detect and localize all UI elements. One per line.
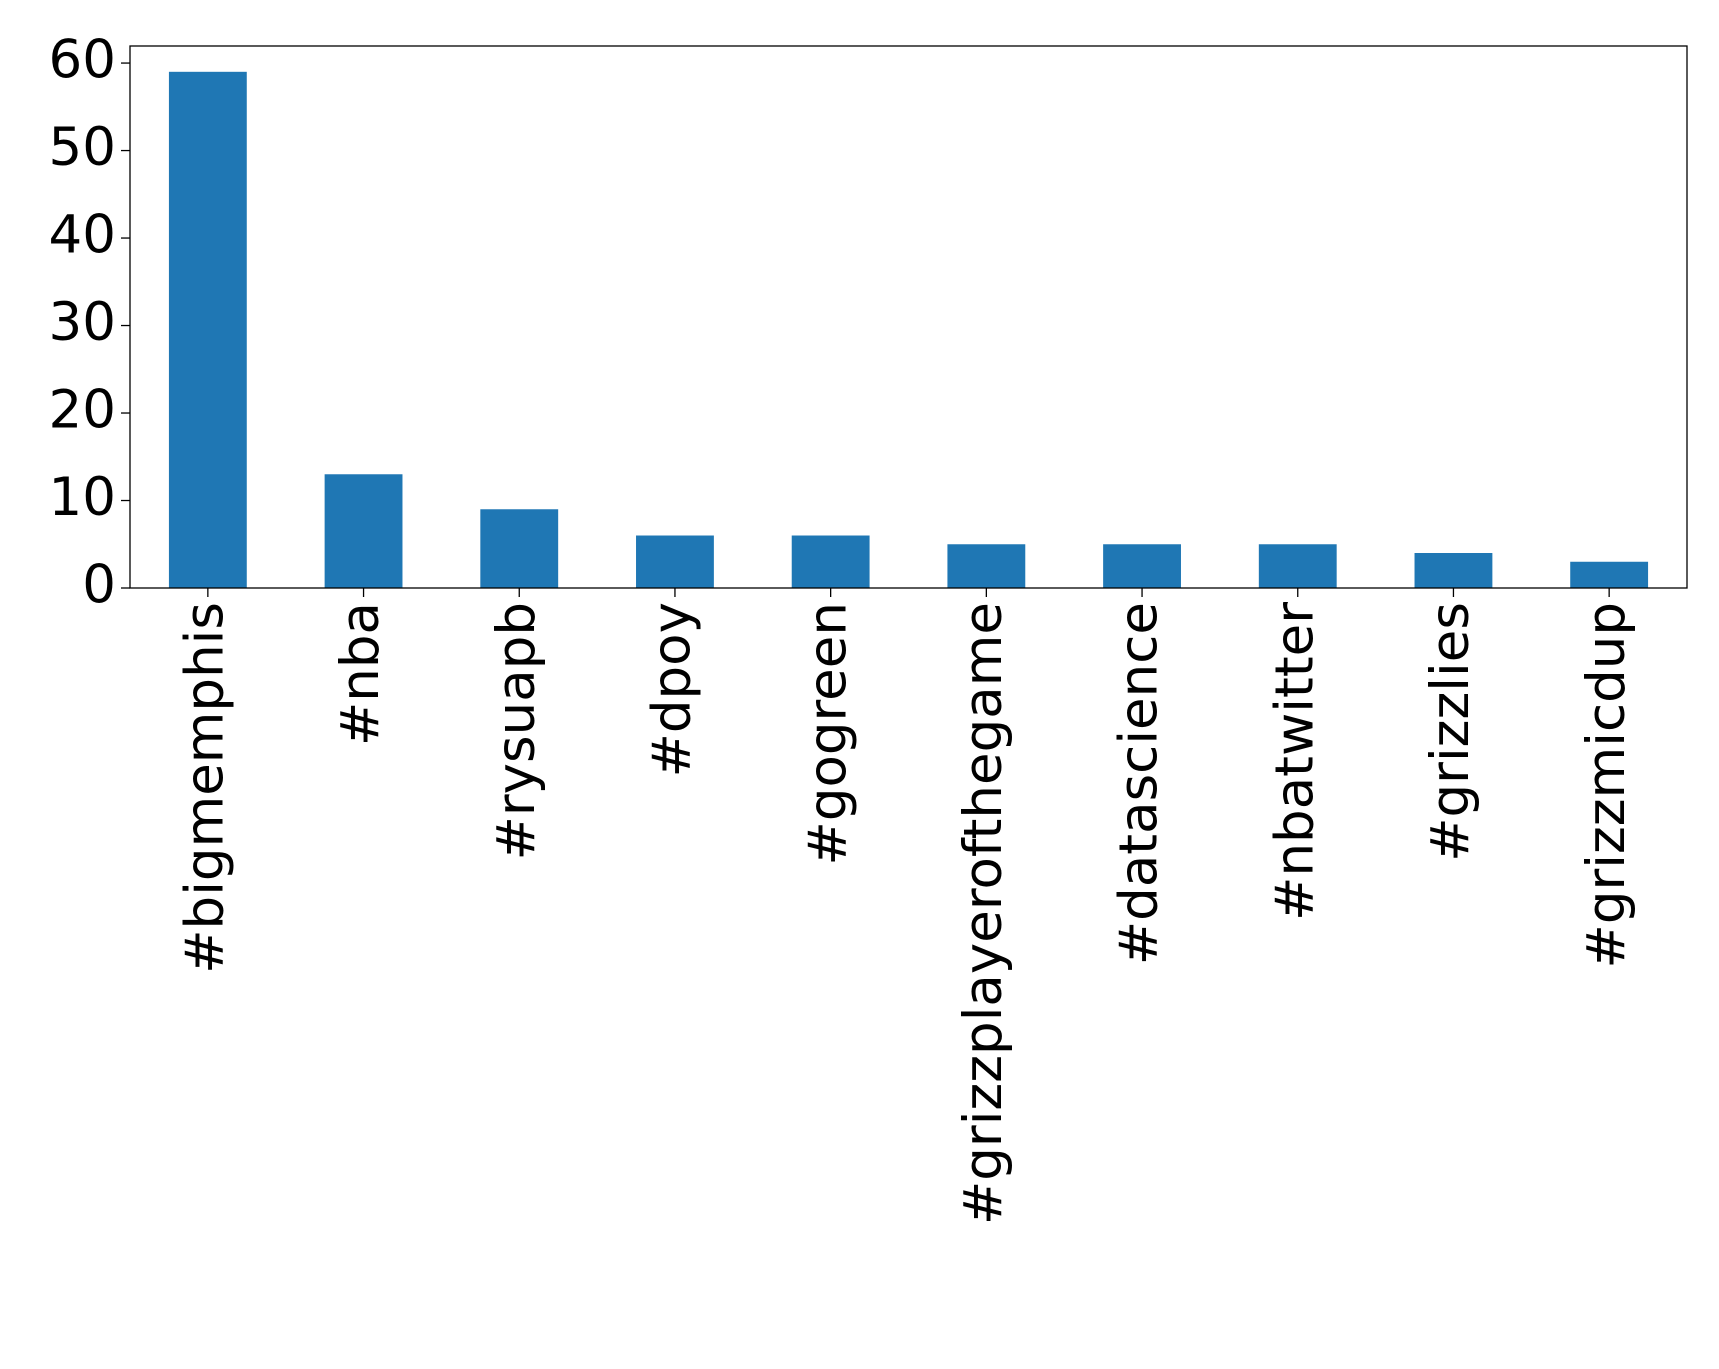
bar xyxy=(791,535,870,588)
bar xyxy=(947,544,1026,588)
plot-frame xyxy=(129,45,1688,589)
x-tick-label: #nba xyxy=(330,602,391,746)
x-tick-label: #grizzplayerofthegame xyxy=(953,602,1014,1225)
x-tick-label: #datascience xyxy=(1109,602,1170,965)
bar xyxy=(168,71,247,589)
x-tick-label: #grizzmicdup xyxy=(1576,602,1637,969)
bar xyxy=(324,474,403,588)
bar xyxy=(1414,553,1493,588)
x-tick-label: #grizzlies xyxy=(1420,602,1481,862)
x-tick-label: #rysuapb xyxy=(486,602,547,861)
bar xyxy=(1570,561,1649,588)
bar xyxy=(636,535,714,588)
bar xyxy=(480,509,559,588)
x-tick-label: #dpoy xyxy=(642,602,703,778)
y-tick-label: 20 xyxy=(49,380,116,441)
y-tick-label: 30 xyxy=(49,292,116,353)
y-tick-label: 0 xyxy=(82,555,116,616)
bar xyxy=(1258,544,1337,588)
y-tick-label: 10 xyxy=(49,467,116,528)
x-tick-label: #gogreen xyxy=(797,602,858,866)
x-tick-label: #bigmemphis xyxy=(174,602,235,974)
x-tick-label: #nbatwitter xyxy=(1264,602,1325,921)
y-tick-label: 50 xyxy=(49,117,116,178)
bar xyxy=(1103,544,1181,588)
y-tick-label: 40 xyxy=(49,205,116,266)
y-tick-label: 60 xyxy=(49,30,116,91)
